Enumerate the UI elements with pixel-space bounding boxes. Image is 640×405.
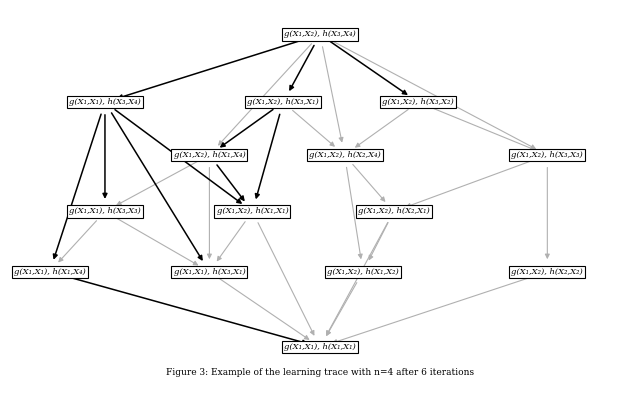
Text: g(X₁,X₂), h(X₃,X₁): g(X₁,X₂), h(X₃,X₁) — [247, 98, 319, 106]
Text: g(X₁,X₂), h(X₃,X₃): g(X₁,X₂), h(X₃,X₃) — [511, 151, 583, 159]
Text: Figure 3: Example of the learning trace with n=4 after 6 iterations: Figure 3: Example of the learning trace … — [166, 368, 474, 377]
Text: g(X₁,X₂), h(X₃,X₂): g(X₁,X₂), h(X₃,X₂) — [383, 98, 454, 106]
Text: g(X₁,X₂), h(X₁,X₁): g(X₁,X₂), h(X₁,X₁) — [216, 207, 288, 215]
Text: g(X₁,X₂), h(X₂,X₄): g(X₁,X₂), h(X₂,X₄) — [308, 151, 380, 159]
Text: g(X₁,X₂), h(X₂,X₁): g(X₁,X₂), h(X₂,X₁) — [358, 207, 429, 215]
Text: g(X₁,X₂), h(X₂,X₂): g(X₁,X₂), h(X₂,X₂) — [511, 268, 583, 276]
Text: g(X₁,X₂), h(X₃,X₄): g(X₁,X₂), h(X₃,X₄) — [284, 30, 356, 38]
Text: g(X₁,X₁), h(X₃,X₁): g(X₁,X₁), h(X₃,X₁) — [173, 268, 245, 276]
Text: g(X₁,X₁), h(X₁,X₄): g(X₁,X₁), h(X₁,X₄) — [14, 268, 86, 276]
Text: g(X₁,X₁), h(X₁,X₁): g(X₁,X₁), h(X₁,X₁) — [284, 343, 356, 351]
Text: g(X₁,X₁), h(X₃,X₃): g(X₁,X₁), h(X₃,X₃) — [69, 207, 141, 215]
Text: g(X₁,X₂), h(X₁,X₄): g(X₁,X₂), h(X₁,X₄) — [173, 151, 245, 159]
Text: g(X₁,X₂), h(X₁,X₂): g(X₁,X₂), h(X₁,X₂) — [327, 268, 399, 276]
Text: g(X₁,X₁), h(X₃,X₄): g(X₁,X₁), h(X₃,X₄) — [69, 98, 141, 106]
